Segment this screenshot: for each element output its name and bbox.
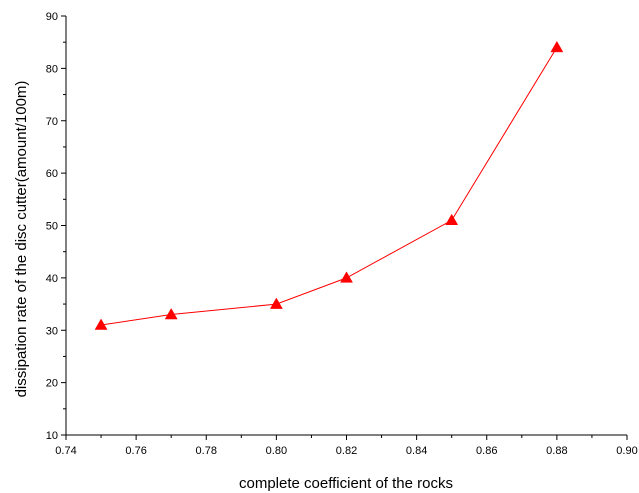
y-tick-label: 10 [46, 430, 58, 442]
x-tick-label: 0.74 [55, 445, 76, 457]
data-point-marker [269, 297, 283, 309]
data-point-marker [94, 318, 108, 330]
y-tick-label: 70 [46, 116, 58, 128]
x-tick-label: 0.84 [406, 445, 427, 457]
y-tick-label: 80 [46, 63, 58, 75]
y-axis-label: dissipation rate of the disc cutter(amou… [13, 81, 30, 398]
y-tick-label: 90 [46, 11, 58, 23]
y-tick-label: 30 [46, 325, 58, 337]
x-tick-label: 0.76 [125, 445, 146, 457]
data-point-marker [340, 271, 353, 283]
data-point-marker [445, 213, 459, 226]
x-tick-label: 0.82 [336, 445, 357, 457]
y-tick-label: 50 [46, 221, 58, 233]
y-tick-label: 60 [46, 168, 58, 180]
x-tick-label: 0.78 [196, 445, 217, 457]
axes [65, 16, 627, 436]
x-tick-label: 0.90 [616, 445, 637, 457]
x-tick-label: 0.88 [546, 445, 567, 457]
x-tick-label: 0.86 [476, 445, 497, 457]
y-tick-label: 40 [46, 273, 58, 285]
x-axis-ticks: 0.74 0.76 0.78 0.80 0.82 0.84 0.86 0.88 0.90 [55, 435, 638, 457]
y-tick-label: 20 [46, 378, 58, 390]
data-point-marker [164, 308, 178, 320]
x-axis-label: complete coefficient of the rocks [239, 475, 453, 492]
series-line [101, 47, 558, 326]
y-axis-ticks: 10 20 30 40 50 60 70 80 90 [46, 11, 66, 442]
x-tick-label: 0.80 [266, 445, 287, 457]
data-series [94, 40, 564, 330]
data-point-marker [550, 40, 564, 53]
